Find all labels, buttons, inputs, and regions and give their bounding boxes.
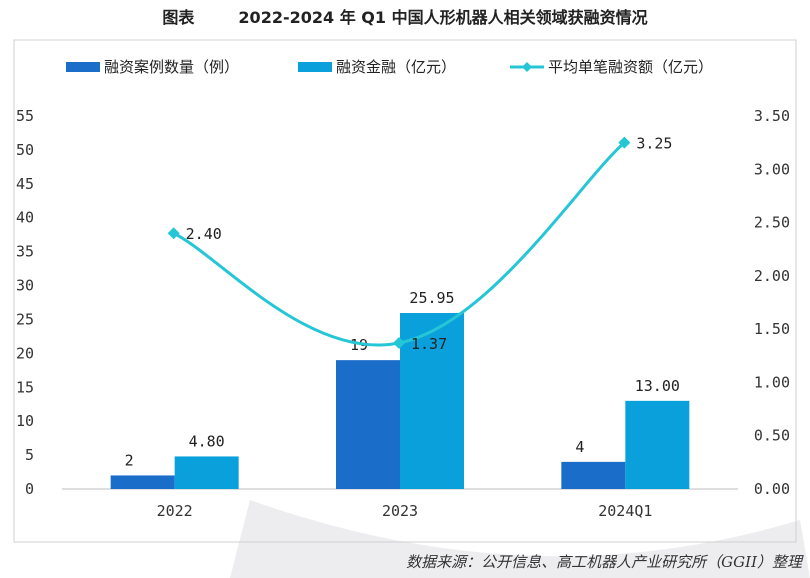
title-prefix: 图表 (162, 8, 195, 27)
line-label-2: 3.25 (636, 135, 672, 153)
y-right-tick-3: 1.50 (754, 320, 790, 338)
legend-swatch-0 (66, 62, 100, 72)
line-label-1: 1.37 (411, 335, 447, 353)
legend-swatch-1 (298, 62, 332, 72)
y-left-tick-9: 45 (16, 175, 34, 193)
x-tick-0: 2022 (157, 502, 193, 520)
bar-1-1 (400, 313, 464, 489)
line-avg-series (173, 141, 626, 347)
y-right-tick-7: 3.50 (754, 107, 790, 125)
x-tick-1: 2023 (382, 502, 418, 520)
bar-label-1-2: 13.00 (635, 377, 680, 395)
bar-0-0 (110, 475, 175, 489)
line-point-2 (618, 136, 631, 149)
y-right-tick-4: 2.00 (754, 267, 790, 285)
bar-label-1-0: 4.80 (189, 432, 225, 450)
line-label-0: 2.40 (186, 225, 222, 243)
chart-title: 图表 2022-2024 年 Q1 中国人形机器人相关领域获融资情况 (0, 4, 810, 28)
bar-0-1 (336, 360, 400, 489)
legend-marker-2 (522, 62, 532, 72)
y-left-tick-3: 15 (16, 378, 34, 396)
y-left-tick-6: 30 (16, 277, 34, 295)
legend-label-2: 平均单笔融资额（亿元） (548, 58, 713, 76)
bar-0-2 (561, 461, 626, 489)
y-right-tick-5: 2.50 (754, 214, 790, 232)
bar-label-0-0: 2 (125, 451, 134, 469)
bar-label-1-1: 25.95 (409, 289, 454, 307)
source-note: 数据来源：公开信息、高工机器人产业研究所（GGII）整理 (406, 553, 802, 571)
line-point-1 (393, 336, 405, 349)
y-left-tick-8: 40 (16, 209, 34, 227)
chart-frame (13, 39, 797, 543)
bar-1-0 (174, 456, 239, 489)
line-point-0 (167, 227, 180, 240)
bar-label-0-2: 4 (575, 438, 584, 456)
y-left-tick-0: 0 (25, 480, 34, 498)
y-left-tick-5: 25 (16, 310, 34, 328)
title-text: 2022-2024 年 Q1 中国人形机器人相关领域获融资情况 (238, 8, 648, 27)
y-right-tick-6: 3.00 (754, 160, 790, 178)
x-tick-2: 2024Q1 (598, 502, 652, 520)
y-left-tick-10: 50 (16, 141, 34, 159)
y-left-tick-2: 10 (16, 412, 34, 430)
y-right-tick-1: 0.50 (754, 427, 790, 445)
y-left-tick-1: 5 (25, 446, 34, 464)
y-right-tick-0: 0.00 (754, 480, 790, 498)
y-left-tick-7: 35 (16, 243, 34, 261)
legend-label-1: 融资金融（亿元） (336, 58, 456, 76)
legend-label-0: 融资案例数量（例） (104, 58, 239, 76)
bar-label-0-1: 19 (350, 336, 368, 354)
y-left-tick-4: 20 (16, 344, 34, 362)
y-left-tick-11: 55 (16, 107, 34, 125)
bar-1-2 (625, 400, 690, 489)
y-right-tick-2: 1.00 (754, 373, 790, 391)
watermark-swoosh (230, 500, 810, 578)
